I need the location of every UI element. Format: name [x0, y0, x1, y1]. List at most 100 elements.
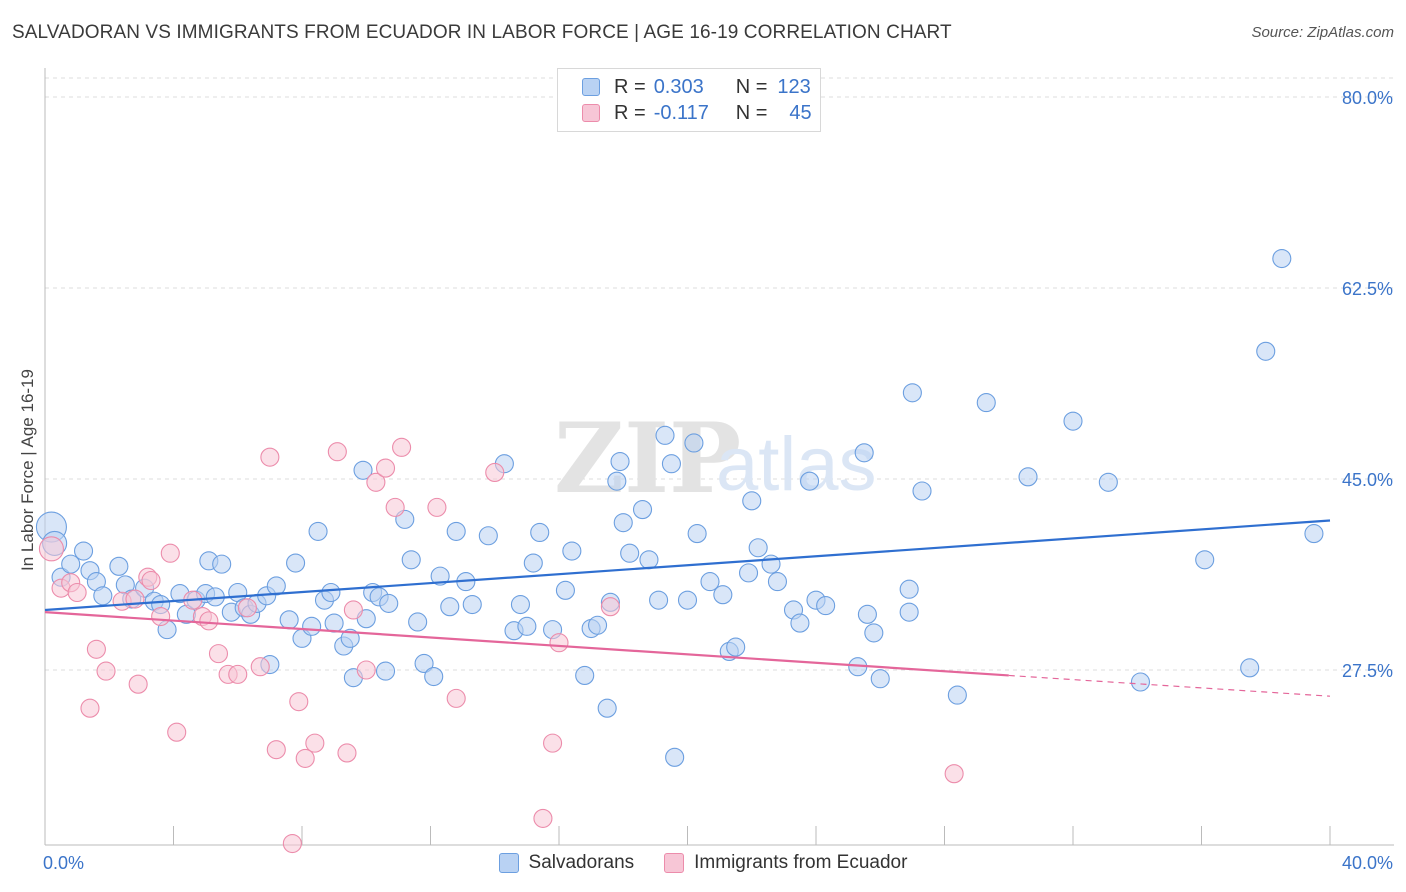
salvadoran-point — [575, 665, 595, 686]
ecuador-point — [337, 743, 357, 763]
salvadoran-point — [661, 454, 681, 474]
salvadoran-point — [800, 471, 820, 491]
salvadoran-point — [790, 613, 810, 633]
ecuador-point — [289, 692, 309, 712]
salvadoran-point — [899, 579, 919, 599]
r-label: R = — [614, 101, 646, 124]
salvadoran-point — [620, 543, 640, 563]
salvadoran-point — [632, 500, 653, 520]
salvadoran-point — [613, 513, 633, 533]
salvadoran-point — [597, 698, 617, 718]
x-tick-label: 0.0% — [43, 853, 84, 873]
salvadoran-point — [912, 481, 932, 501]
ecuador-point — [295, 748, 315, 768]
salvadoran-point — [462, 594, 482, 615]
salvadoran-point — [607, 471, 627, 491]
r-label: R = — [614, 75, 646, 98]
salvadoran-point — [74, 541, 94, 561]
salvadoran-point — [562, 541, 582, 561]
salvadoran-point — [1130, 672, 1151, 692]
ecuador-point — [125, 589, 145, 609]
ecuador-point — [141, 570, 161, 591]
salvadoran-point — [587, 615, 608, 635]
salvadoran-point — [700, 572, 720, 592]
ecuador-point — [305, 733, 325, 753]
ecuador-point — [167, 722, 187, 742]
salvadoran-point — [1256, 341, 1276, 361]
ecuador-point — [446, 688, 466, 708]
salvadoran-point — [1272, 248, 1292, 269]
y-tick-label: 27.5% — [1342, 661, 1393, 681]
ecuador-point — [427, 497, 447, 517]
ecuador-point — [282, 833, 302, 854]
salvadoran-point — [976, 393, 996, 413]
salvadoran-point — [767, 572, 788, 592]
ecuador-point — [228, 664, 248, 684]
salvadoran-point — [713, 585, 733, 605]
ecuador-point — [533, 808, 553, 828]
ecuador-point — [260, 447, 280, 467]
ecuador-point — [356, 660, 376, 680]
salvadoran-point — [424, 666, 444, 687]
y-tick-label: 80.0% — [1342, 88, 1393, 108]
n-label: N = — [735, 75, 768, 98]
salvadoran-point — [1240, 658, 1260, 678]
salvadoran-point — [510, 594, 531, 615]
salvadoran-point — [430, 566, 450, 586]
salvadoran-point — [523, 553, 543, 573]
salvadoran-point — [649, 590, 669, 610]
n-value: 123 — [777, 75, 811, 98]
ecuador-point — [151, 606, 171, 627]
salvadoran-point — [308, 521, 328, 541]
stats-legend-row-salvadorans: R = 0.303 N = 123 — [582, 74, 811, 100]
salvadoran-point — [530, 522, 550, 543]
salvadoran-point — [1304, 524, 1324, 544]
salvadoran-point — [440, 597, 460, 617]
salvadoran-point — [857, 604, 877, 624]
salvadoran-point — [947, 685, 967, 705]
legend-label: Immigrants from Ecuador — [694, 852, 908, 873]
salvadoran-trend-line — [44, 519, 1331, 612]
salvadoran-point — [446, 521, 466, 541]
salvadoran-point — [266, 576, 286, 596]
salvadoran-point — [902, 383, 922, 403]
salvadoran-point — [742, 491, 762, 511]
salvadorans-legend-swatch — [498, 853, 519, 873]
salvadoran-point — [324, 613, 344, 633]
salvadoran-point — [1063, 411, 1083, 431]
salvadoran-point — [864, 623, 884, 643]
salvadoran-point — [1098, 472, 1118, 492]
ecuador-point — [250, 657, 270, 677]
salvadoran-point — [899, 602, 919, 622]
ecuador-point — [80, 698, 100, 718]
ecuador-point — [208, 644, 229, 664]
series-legend: Salvadorans Immigrants from Ecuador — [0, 852, 1406, 874]
source-label: Source: ZipAtlas.com — [1251, 24, 1394, 41]
salvadoran-point — [655, 425, 675, 445]
salvadoran-point — [870, 669, 890, 689]
r-value: 0.303 — [653, 75, 704, 98]
salvadoran-point — [401, 550, 421, 570]
ecuador-point — [38, 536, 64, 562]
salvadoran-point — [684, 433, 704, 453]
salvadoran-point — [639, 550, 659, 570]
salvadoran-point — [665, 747, 685, 767]
salvadorans-swatch — [582, 78, 600, 96]
legend-item-salvadorans[interactable]: Salvadorans — [498, 852, 634, 874]
salvadoran-point — [816, 596, 836, 616]
salvadoran-point — [677, 590, 698, 610]
x-tick-label: 40.0% — [1342, 853, 1393, 873]
n-label: N = — [735, 101, 768, 124]
salvadoran-point — [1195, 550, 1215, 570]
legend-item-ecuador[interactable]: Immigrants from Ecuador — [664, 852, 907, 874]
ecuador-point — [543, 733, 563, 753]
y-tick-label: 45.0% — [1342, 470, 1393, 490]
ecuador-trend-line — [44, 611, 1009, 677]
salvadoran-point — [302, 616, 322, 636]
salvadoran-point — [286, 553, 306, 573]
salvadoran-point — [478, 526, 498, 546]
y-tick-label: 62.5% — [1342, 279, 1393, 299]
salvadoran-point — [321, 582, 341, 603]
ecuador-point — [392, 437, 412, 457]
